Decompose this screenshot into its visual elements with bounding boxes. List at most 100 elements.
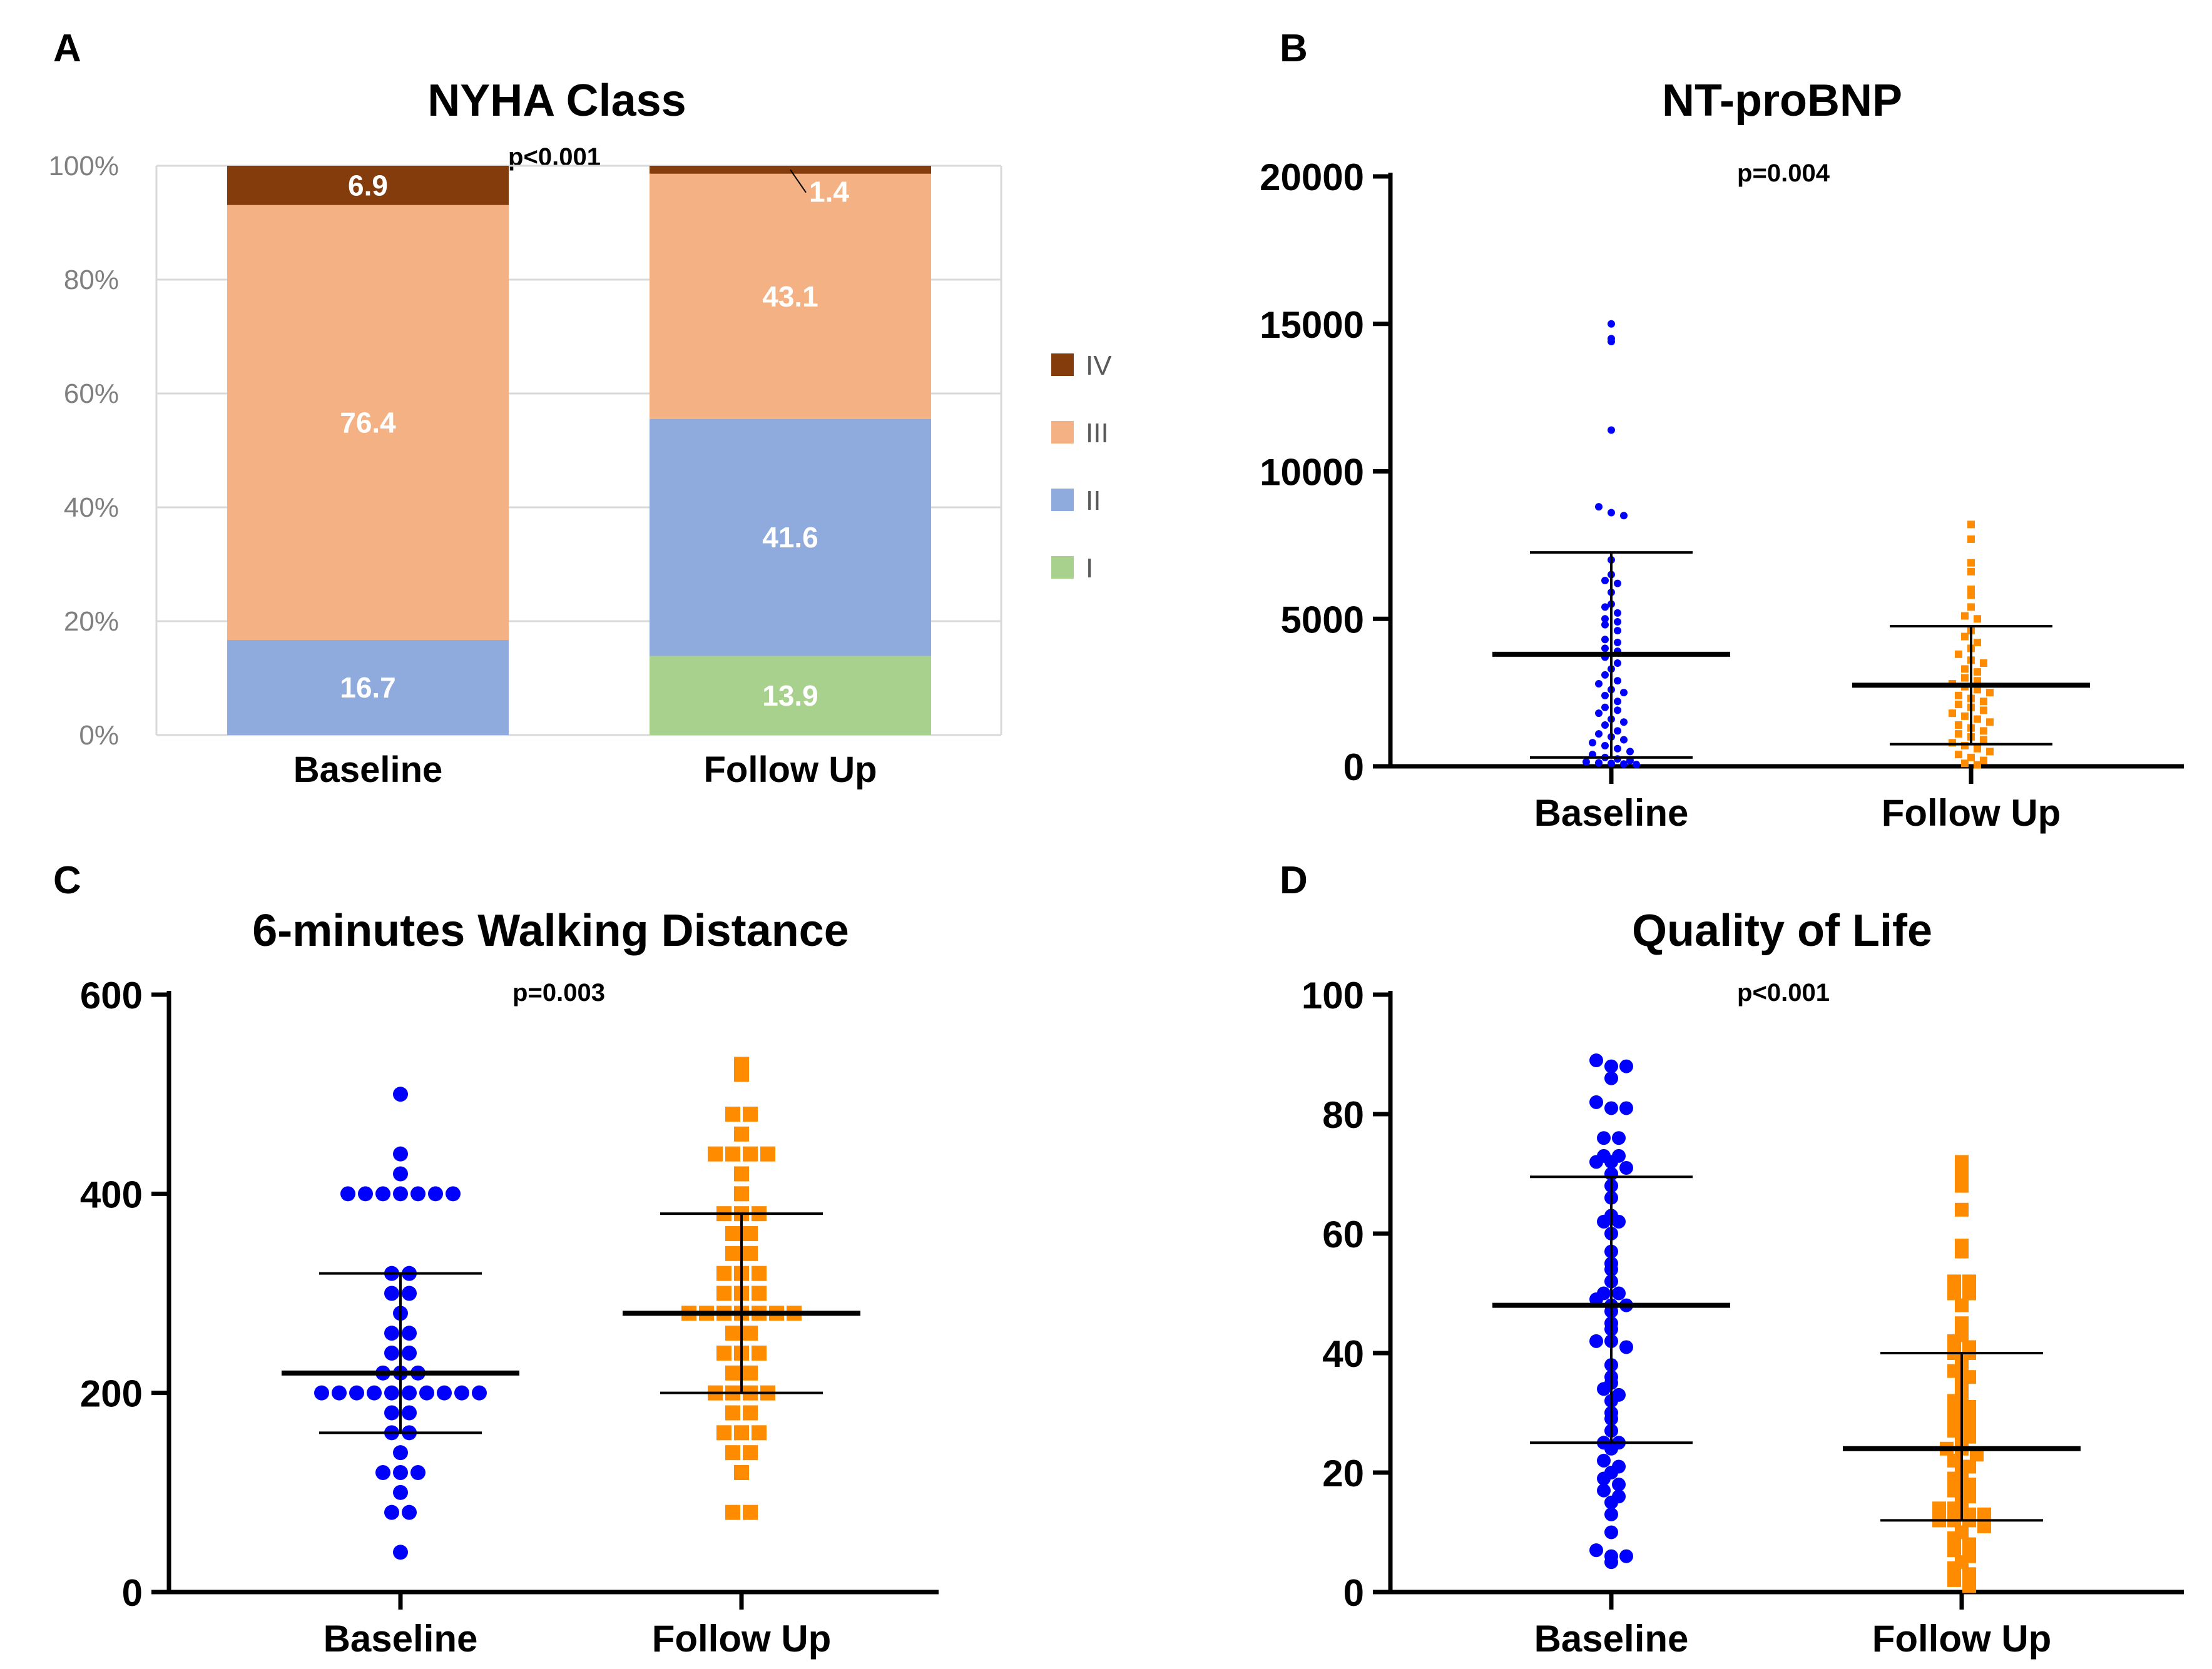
y-tick-label: 15000 xyxy=(1260,304,1364,346)
data-point xyxy=(410,1186,426,1202)
panel-letter-a: A xyxy=(53,27,81,70)
data-point xyxy=(1619,1160,1633,1175)
data-point xyxy=(1955,1179,1969,1193)
legend-label: II xyxy=(1086,485,1101,516)
data-point xyxy=(1601,671,1609,679)
x-tick-label: Baseline xyxy=(1534,792,1689,834)
data-point xyxy=(1608,759,1615,768)
data-point xyxy=(349,1385,364,1401)
data-point xyxy=(725,1504,740,1520)
data-point xyxy=(375,1186,390,1202)
data-point xyxy=(1601,636,1609,644)
x-tick-label: Baseline xyxy=(293,749,443,790)
data-point xyxy=(428,1186,443,1202)
data-point xyxy=(1595,503,1603,511)
plot-area: 0 20 40 60 80 100 Baseline Follow Up xyxy=(1302,975,2184,1660)
data-point xyxy=(1967,520,1975,529)
y-tick-label: 10000 xyxy=(1260,452,1364,494)
data-point xyxy=(725,1365,740,1381)
data-label: 1.4 xyxy=(809,176,849,208)
data-point xyxy=(340,1186,355,1202)
data-point xyxy=(1612,1459,1626,1474)
data-point xyxy=(1608,320,1615,328)
y-tick-label: 80% xyxy=(64,265,119,295)
data-point xyxy=(1620,736,1628,744)
data-point xyxy=(1961,759,1969,768)
data-point xyxy=(725,1146,740,1162)
data-point xyxy=(743,1107,758,1122)
data-point xyxy=(743,1226,758,1241)
data-point xyxy=(384,1326,399,1341)
data-point xyxy=(1589,1334,1603,1348)
data-point xyxy=(1589,739,1596,747)
data-point xyxy=(1947,1286,1961,1301)
x-tick-label: Baseline xyxy=(324,1618,478,1660)
data-point xyxy=(725,1405,740,1421)
data-point xyxy=(1955,1298,1969,1312)
data-point xyxy=(716,1286,731,1301)
data-point xyxy=(743,1504,758,1520)
data-label: 43.1 xyxy=(762,280,818,313)
data-point xyxy=(1955,700,1962,708)
data-point xyxy=(1961,712,1969,720)
data-point xyxy=(1614,579,1621,587)
y-tick-label: 60% xyxy=(64,378,119,409)
x-tick-label: Follow Up xyxy=(703,749,877,790)
data-point xyxy=(1980,659,1987,667)
plot-area: 0 5000 10000 15000 20000 Baseline Follow Up xyxy=(1260,156,2184,834)
data-point xyxy=(1619,1340,1633,1354)
panel-letter-d: D xyxy=(1280,859,1308,902)
legend-label: III xyxy=(1086,418,1109,449)
data-point xyxy=(734,1166,749,1182)
data-point xyxy=(402,1326,417,1341)
y-tick-label: 100 xyxy=(1302,975,1364,1017)
data-point xyxy=(1974,715,1981,723)
data-point xyxy=(1597,1453,1611,1468)
data-point xyxy=(1980,727,1987,735)
data-point xyxy=(1604,1059,1618,1073)
data-point xyxy=(1595,730,1603,738)
data-point xyxy=(725,1226,740,1241)
legend-label: I xyxy=(1086,553,1093,584)
data-point xyxy=(743,1405,758,1421)
y-tick-label: 0 xyxy=(1343,1572,1364,1614)
y-tick-label: 0% xyxy=(79,720,119,751)
data-point xyxy=(393,1445,408,1461)
data-point xyxy=(1967,559,1975,567)
data-point xyxy=(1608,509,1615,517)
data-label: 13.9 xyxy=(762,679,818,712)
data-point xyxy=(1955,1155,1969,1169)
data-point xyxy=(1947,1424,1961,1438)
data-point xyxy=(1589,1053,1603,1068)
x-tick-label: Follow Up xyxy=(1882,792,2061,834)
quality-of-life-chart: Quality of Life p<0.001 0 20 40 60 80 100 Base… xyxy=(1302,906,2184,1660)
data-point xyxy=(1608,335,1615,343)
data-point xyxy=(314,1385,329,1401)
data-point xyxy=(454,1385,469,1401)
data-point xyxy=(1962,1567,1976,1581)
data-point xyxy=(1597,1131,1611,1145)
data-point xyxy=(1962,1537,1976,1551)
data-point xyxy=(393,1166,408,1182)
data-point xyxy=(1955,691,1962,699)
data-point xyxy=(1597,1286,1611,1301)
data-point xyxy=(1597,1483,1611,1498)
data-point xyxy=(725,1107,740,1122)
data-point xyxy=(1947,1406,1961,1420)
bar-segment xyxy=(650,173,931,419)
data-point xyxy=(393,1087,408,1102)
data-point xyxy=(1986,689,1994,697)
x-tick-label: Follow Up xyxy=(652,1618,832,1660)
data-point xyxy=(410,1465,426,1480)
data-point xyxy=(1614,627,1621,635)
x-tick-label: Follow Up xyxy=(1872,1618,2052,1660)
data-point xyxy=(1932,1501,1946,1516)
data-point xyxy=(1947,1274,1961,1289)
data-point xyxy=(752,1425,767,1441)
bar-segment xyxy=(227,205,509,641)
data-point xyxy=(1974,744,1981,753)
data-point xyxy=(1955,730,1962,738)
data-point xyxy=(1961,632,1969,641)
data-point xyxy=(1601,741,1609,749)
